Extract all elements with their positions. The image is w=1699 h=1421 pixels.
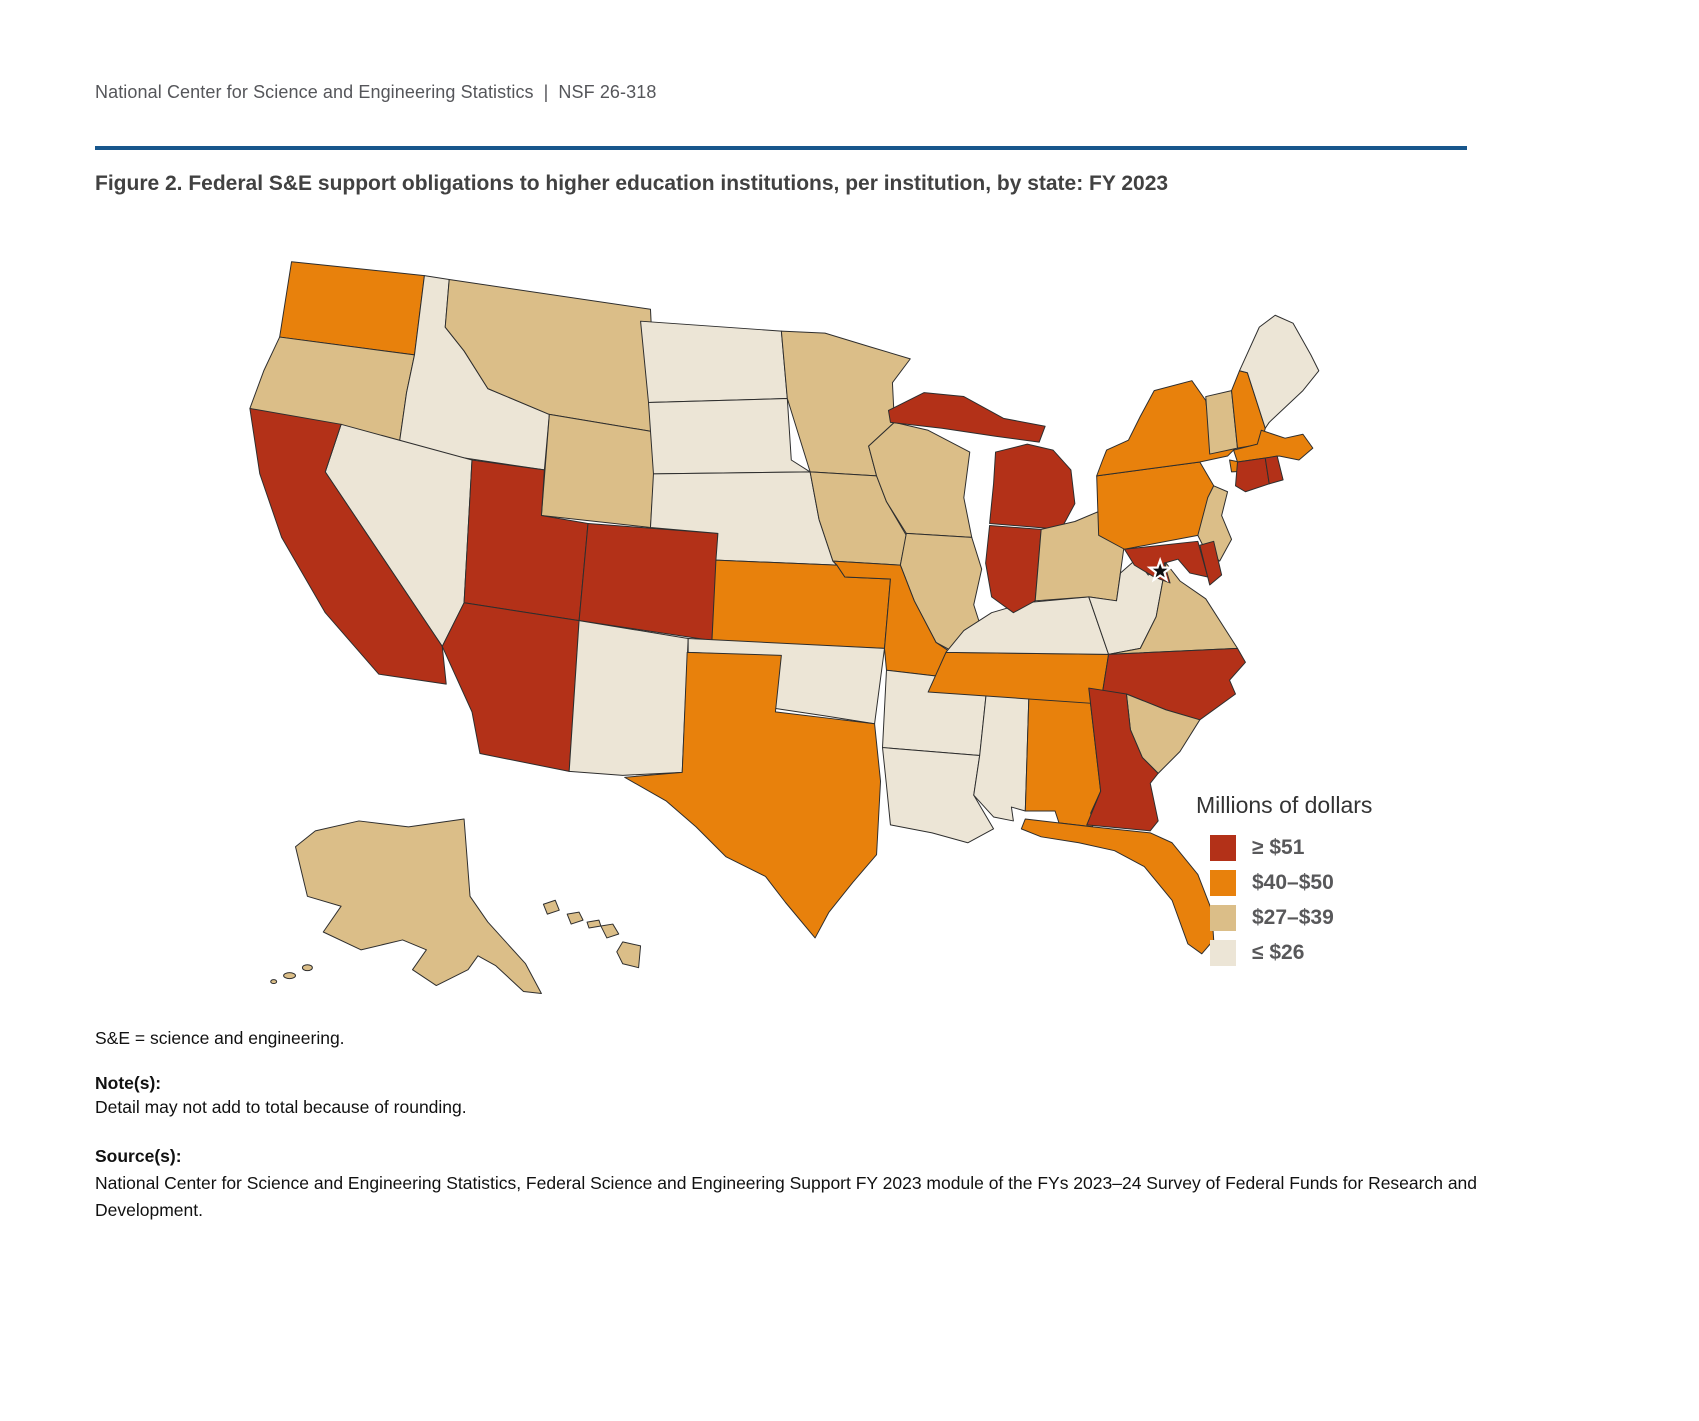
state-michigan-upper-peninsula bbox=[887, 392, 1046, 443]
state-georgia bbox=[1086, 687, 1159, 832]
state-hawaii-big-island bbox=[616, 941, 642, 969]
states-layer bbox=[249, 261, 1320, 994]
state-north-dakota bbox=[640, 320, 788, 403]
notes-label: Note(s): bbox=[95, 1073, 162, 1093]
state-texas bbox=[624, 651, 882, 939]
us-choropleth-map: Millions of dollars ≥ $51 $40–$50 $27–$3… bbox=[230, 226, 1420, 1049]
dc-star-marker bbox=[1146, 556, 1174, 583]
header-rule bbox=[95, 146, 1467, 150]
legend-label: $40–$50 bbox=[1252, 871, 1334, 894]
state-wisconsin bbox=[868, 421, 973, 538]
state-south-dakota bbox=[648, 398, 811, 475]
legend-item: $27–$39 bbox=[1210, 905, 1456, 931]
state-alaska-aleutian-island bbox=[301, 964, 313, 972]
state-arizona bbox=[441, 602, 580, 772]
state-hawaii-oahu bbox=[566, 911, 584, 925]
legend-label: ≥ $51 bbox=[1252, 836, 1305, 859]
document-header: National Center for Science and Engineer… bbox=[95, 82, 656, 103]
state-alaska bbox=[295, 818, 542, 994]
legend-label: $27–$39 bbox=[1252, 906, 1334, 929]
state-new-mexico bbox=[568, 620, 689, 776]
legend-title: Millions of dollars bbox=[1196, 792, 1373, 818]
state-delaware bbox=[1199, 540, 1223, 586]
state-alabama bbox=[1024, 683, 1102, 828]
publisher-name: National Center for Science and Engineer… bbox=[95, 82, 534, 102]
state-connecticut bbox=[1235, 457, 1270, 493]
state-hawaii-maui bbox=[600, 923, 620, 939]
legend-swatch-lte-26 bbox=[1210, 940, 1236, 966]
state-wyoming bbox=[540, 413, 657, 528]
legend-swatch-27-39 bbox=[1210, 905, 1236, 931]
abbreviation-note: S&E = science and engineering. bbox=[95, 1028, 345, 1048]
figure-title: Figure 2. Federal S&E support obligation… bbox=[95, 172, 1169, 195]
report-number: NSF 26-318 bbox=[558, 82, 657, 102]
map-legend: Millions of dollars ≥ $51 $40–$50 $27–$3… bbox=[1196, 792, 1456, 975]
state-rhode-island bbox=[1264, 455, 1284, 485]
state-new-jersey bbox=[1197, 485, 1233, 562]
state-maine bbox=[1238, 314, 1320, 429]
note-text: Detail may not add to total because of r… bbox=[95, 1097, 467, 1117]
source-text: National Center for Science and Engineer… bbox=[95, 1173, 1478, 1221]
legend-item: $40–$50 bbox=[1210, 870, 1456, 896]
legend-swatch-40-50 bbox=[1210, 870, 1236, 896]
header-divider: | bbox=[543, 82, 549, 102]
state-michigan-lower-peninsula bbox=[989, 443, 1076, 530]
state-hawaii-kauai bbox=[542, 899, 560, 915]
state-california bbox=[249, 407, 447, 685]
map-svg bbox=[249, 261, 1320, 994]
state-virginia bbox=[1108, 562, 1238, 655]
state-florida bbox=[1020, 818, 1215, 955]
state-colorado bbox=[578, 522, 719, 641]
legend-item: ≤ $26 bbox=[1210, 940, 1456, 966]
state-indiana bbox=[985, 524, 1042, 614]
legend-swatch-gte-51 bbox=[1210, 835, 1236, 861]
state-alaska-aleutian-island bbox=[283, 972, 296, 980]
state-alaska-aleutian-island bbox=[270, 979, 278, 985]
legend-item: ≥ $51 bbox=[1210, 835, 1456, 861]
sources-label: Source(s): bbox=[95, 1146, 182, 1166]
state-hawaii-molokai bbox=[586, 919, 602, 929]
legend-label: ≤ $26 bbox=[1252, 941, 1305, 964]
